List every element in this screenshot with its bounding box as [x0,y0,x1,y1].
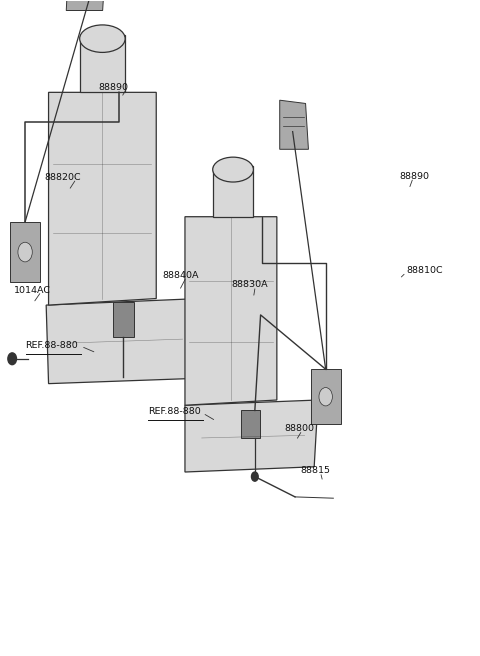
Text: 88830A: 88830A [232,280,268,289]
Polygon shape [241,411,260,438]
Circle shape [252,472,258,482]
Polygon shape [48,92,156,305]
Polygon shape [185,216,277,405]
Polygon shape [66,0,106,10]
Polygon shape [46,298,199,384]
Polygon shape [10,222,40,282]
Polygon shape [185,400,318,472]
Text: 88815: 88815 [301,466,331,475]
Text: 1014AC: 1014AC [14,285,51,295]
Ellipse shape [319,388,332,406]
Text: REF.88-880: REF.88-880 [148,407,200,417]
Polygon shape [113,302,134,337]
Polygon shape [280,100,309,150]
Text: 88840A: 88840A [162,271,199,280]
Text: 88890: 88890 [399,172,429,180]
Ellipse shape [80,25,125,52]
Ellipse shape [18,242,32,262]
Text: 88810C: 88810C [407,266,443,275]
Text: 88800: 88800 [284,424,314,434]
Text: 88820C: 88820C [45,173,81,182]
Ellipse shape [213,157,253,182]
Circle shape [8,353,16,365]
Polygon shape [312,369,341,424]
Text: REF.88-880: REF.88-880 [25,340,78,350]
Polygon shape [213,166,253,216]
Text: 88890: 88890 [99,83,129,92]
Polygon shape [80,35,125,92]
